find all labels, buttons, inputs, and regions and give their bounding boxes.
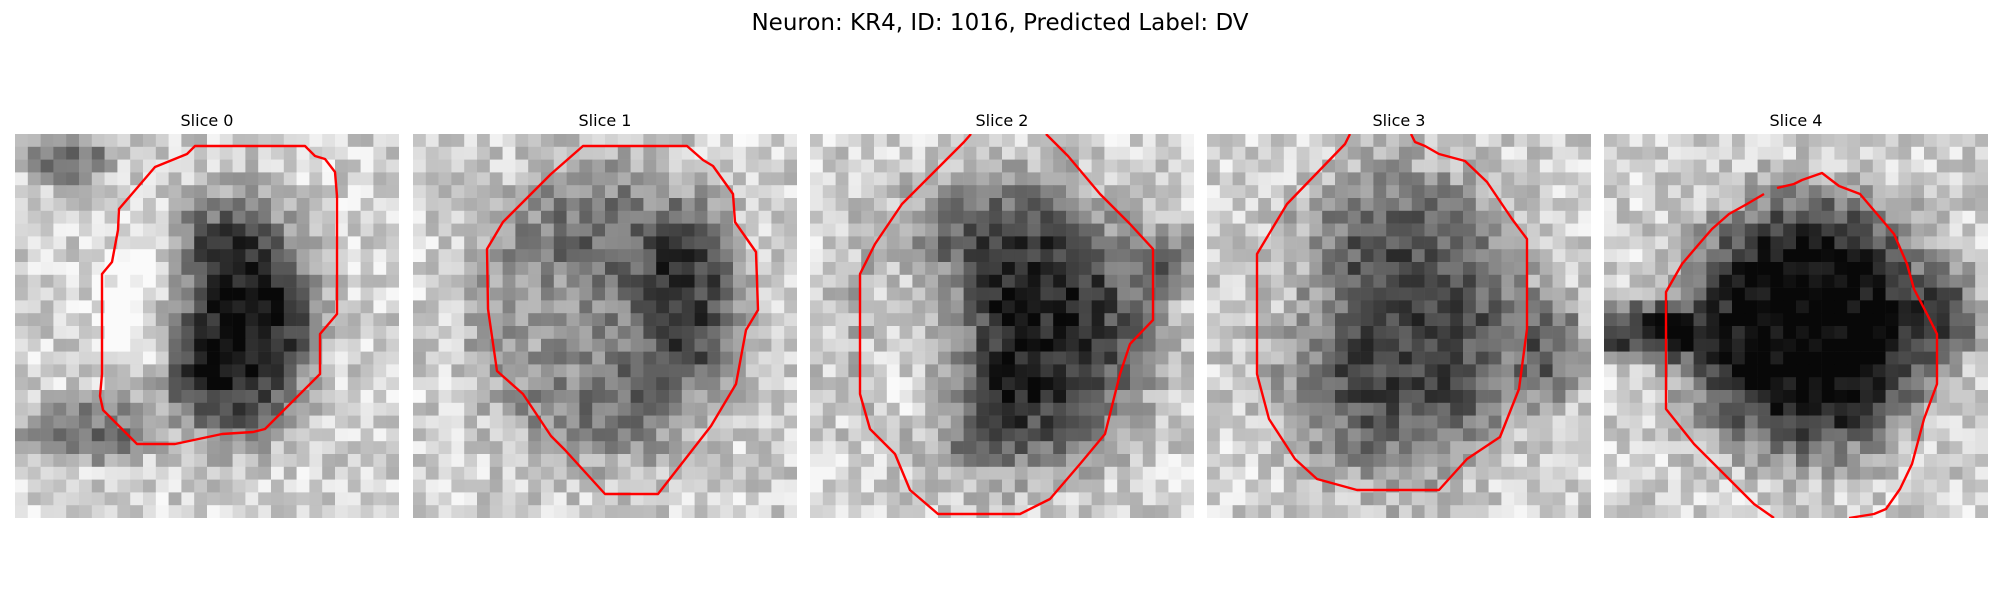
slice-image-1 [413, 134, 797, 518]
slice-panel-1: Slice 1 [413, 108, 797, 518]
contour-outline-1 [485, 144, 760, 496]
slice-title-3: Slice 3 [1372, 111, 1426, 130]
slice-title-1: Slice 1 [578, 111, 632, 130]
slice-title-0: Slice 0 [180, 111, 234, 130]
slice-image-4 [1604, 134, 1988, 518]
slice-title-4: Slice 4 [1769, 111, 1823, 130]
slice-image-2 [810, 134, 1194, 518]
slice-panel-2: Slice 2 [810, 108, 1194, 518]
figure-title: Neuron: KR4, ID: 1016, Predicted Label: … [751, 10, 1249, 36]
slice-panel-4: Slice 4 [1604, 108, 1988, 518]
slice-title-2: Slice 2 [975, 111, 1029, 130]
slice-panel-3: Slice 3 [1207, 108, 1591, 518]
contour-outline-3 [1255, 134, 1529, 492]
contour-outline-2 [858, 134, 1155, 516]
contour-outline-0 [98, 144, 339, 446]
contour-outline-4 [1664, 171, 1939, 518]
slice-image-0 [15, 134, 399, 518]
slice-panel-0: Slice 0 [15, 108, 399, 518]
slice-image-3 [1207, 134, 1591, 518]
